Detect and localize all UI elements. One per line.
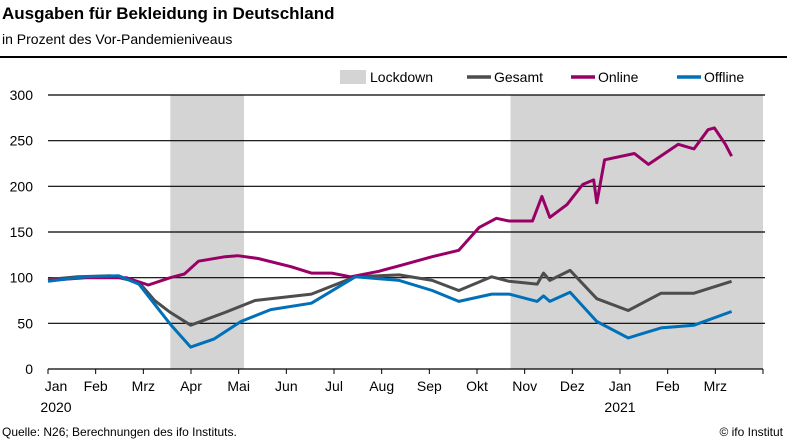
y-tick-label: 150 — [10, 224, 34, 240]
x-tick-label: Mai — [227, 378, 250, 394]
chart-subtitle: in Prozent des Vor-Pandemieniveaus — [2, 31, 233, 47]
x-tick-label: Nov — [512, 378, 537, 394]
x-tick-label: Jun — [275, 378, 298, 394]
series-line-gesamt — [47, 268, 733, 327]
series-line-offline — [47, 274, 733, 349]
legend-label-lockdown: Lockdown — [370, 69, 433, 85]
y-tick-label: 100 — [10, 270, 34, 286]
series-line-online — [47, 126, 733, 287]
x-tick-label: Mrz — [132, 378, 155, 394]
x-tick-label: Jul — [325, 378, 343, 394]
legend-swatch-lockdown — [340, 70, 366, 84]
x-tick-label: Apr — [180, 378, 202, 394]
legend-label-online: Online — [598, 69, 639, 85]
x-tick-label: Feb — [656, 378, 680, 394]
year-label: 2020 — [40, 399, 71, 415]
chart-title: Ausgaben für Bekleidung in Deutschland — [2, 4, 335, 23]
x-tick-label: Jan — [609, 378, 632, 394]
y-tick-label: 300 — [10, 87, 34, 103]
x-tick-label: Okt — [466, 378, 488, 394]
year-label: 2021 — [604, 399, 635, 415]
x-tick-label: Dez — [560, 378, 585, 394]
legend-label-gesamt: Gesamt — [494, 69, 543, 85]
copyright-credit: © ifo Institut — [719, 425, 783, 439]
title-divider — [0, 56, 787, 58]
legend-label-offline: Offline — [704, 69, 744, 85]
y-tick-label: 50 — [17, 315, 33, 331]
x-tick-label: Mrz — [704, 378, 727, 394]
x-tick-label: Aug — [369, 378, 394, 394]
x-tick-label: Sep — [417, 378, 442, 394]
y-tick-label: 0 — [25, 361, 33, 377]
y-tick-label: 250 — [10, 133, 34, 149]
y-tick-label: 200 — [10, 178, 34, 194]
x-tick-label: Feb — [84, 378, 108, 394]
x-tick-label: Jan — [45, 378, 68, 394]
source-note: Quelle: N26; Berechnungen des ifo Instit… — [2, 425, 237, 439]
